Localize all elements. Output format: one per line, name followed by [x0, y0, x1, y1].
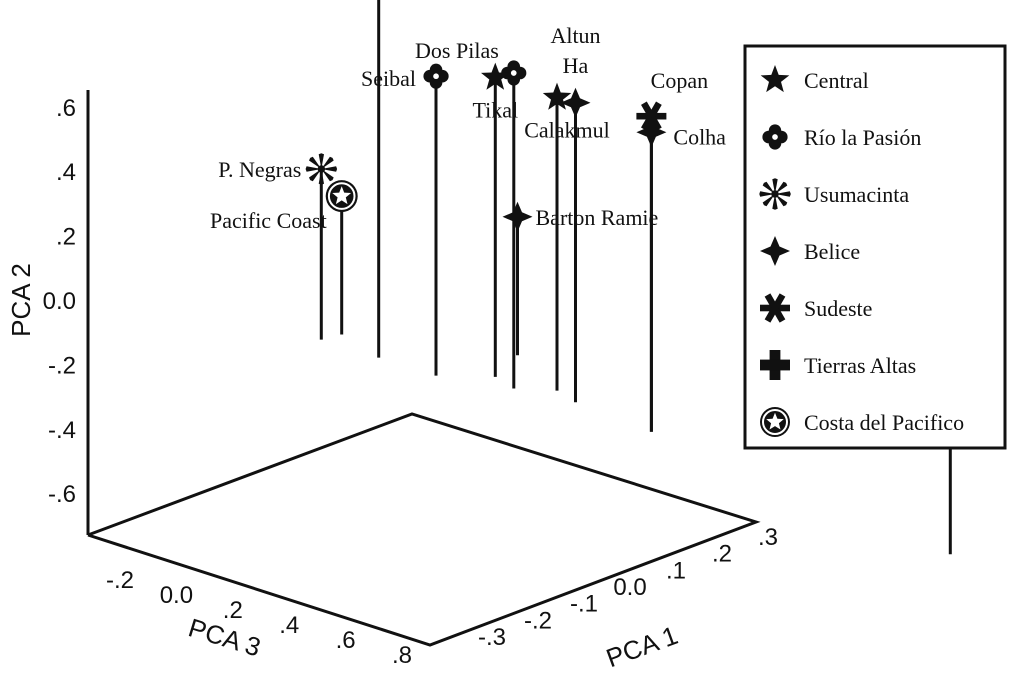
y-tick-label: .6: [56, 95, 76, 122]
y-ticks: .6 .4 .2 0.0 -.2 -.4 -.6: [43, 95, 76, 508]
point-label-altun-ha: Altun Ha: [550, 23, 600, 78]
four-point-star-marker-altun-ha-icon: [560, 87, 591, 118]
legend-quatrefoil-icon: [762, 124, 788, 150]
floor-plane: [87, 412, 761, 647]
point-label-seibal: Seibal: [361, 66, 416, 91]
star-marker-tikal-icon: [481, 62, 510, 90]
z-tick-label: .4: [279, 612, 299, 639]
legend-entry: Río la Pasión: [762, 124, 921, 150]
legend-entry: Central: [760, 65, 869, 93]
y-tick-label: .4: [56, 159, 76, 186]
point-label-barton-ramie: Barton Ramie: [536, 205, 659, 230]
y-tick-label: -.6: [48, 481, 76, 508]
legend-label: Sudeste: [804, 296, 872, 321]
circled-star-marker-pacific-coast-icon: [325, 180, 358, 213]
x-tick-label: 0.0: [613, 574, 646, 601]
x-tick-label: .2: [712, 541, 732, 568]
legend-label: Usumacinta: [804, 182, 909, 207]
z-tick-label: .2: [223, 597, 243, 624]
y-tick-label: -.4: [48, 417, 76, 444]
legend-entry: Costa del Pacifico: [760, 407, 964, 437]
point-label-calakmul: Calakmul: [524, 118, 610, 143]
asterisk-marker-p-negras-icon: [305, 153, 338, 185]
point-labels-layer: KaminaljuyuAltarDos PilasSeibalTikalAltu…: [210, 23, 974, 233]
y-tick-label: 0.0: [43, 288, 76, 315]
legend-bold-asterisk-icon: [760, 293, 790, 323]
legend-label: Belice: [804, 239, 860, 264]
z-ticks: -.2 0.0 .2 .4 .6 .8: [106, 567, 412, 669]
legend-entry: Usumacinta: [759, 178, 909, 210]
legend-box: [743, 44, 1007, 450]
point-label-dos-pilas: Dos Pilas: [415, 38, 499, 63]
point-label-pacific-coast: Pacific Coast: [210, 208, 327, 233]
point-label-p-negras: P. Negras: [218, 157, 301, 182]
axes-frame: [86, 90, 761, 647]
legend-entry: Tierras Altas: [760, 350, 916, 380]
legend-four-point-star-icon: [760, 236, 790, 266]
legend-asterisk-icon: [759, 178, 791, 210]
x-tick-label: -.1: [570, 591, 598, 618]
legend-entry: Belice: [760, 236, 860, 266]
legend: Central Río la Pasión Usumacinta Belice Sude…: [743, 44, 1007, 450]
z-tick-label: -.2: [106, 567, 134, 594]
z-tick-label: 0.0: [160, 582, 193, 609]
x-axis-label: PCA 1: [602, 620, 682, 673]
legend-circled-star-icon: [760, 407, 790, 437]
bold-asterisk-marker-copan-icon: [636, 101, 667, 131]
x-tick-label: -.2: [524, 607, 552, 634]
legend-label: Costa del Pacifico: [804, 410, 964, 435]
quatrefoil-marker-seibal-icon: [423, 63, 449, 89]
x-tick-label: .1: [666, 557, 686, 584]
z-tick-label: .8: [392, 642, 412, 669]
x-tick-label: -.3: [478, 624, 506, 651]
z-tick-label: .6: [336, 627, 356, 654]
x-tick-label: .3: [758, 524, 778, 551]
four-point-star-marker-colha-icon: [636, 117, 667, 148]
point-label-colha: Colha: [673, 124, 726, 149]
point-label-copan: Copan: [651, 68, 708, 93]
legend-cross-icon: [760, 350, 790, 380]
y-tick-label: .2: [56, 224, 76, 251]
star-marker-calakmul-icon: [542, 82, 572, 110]
legend-entry: Sudeste: [760, 293, 872, 323]
legend-label: Río la Pasión: [804, 125, 921, 150]
y-axis-label: PCA 2: [6, 263, 36, 337]
x-ticks: -.3 -.2 -.1 0.0 .1 .2 .3: [478, 524, 778, 651]
legend-label: Tierras Altas: [804, 353, 916, 378]
point-label-tikal: Tikal: [472, 98, 518, 123]
four-point-star-marker-barton-ramie-icon: [502, 201, 533, 232]
legend-label: Central: [804, 68, 869, 93]
y-tick-label: -.2: [48, 352, 76, 379]
legend-star-icon: [760, 65, 790, 93]
